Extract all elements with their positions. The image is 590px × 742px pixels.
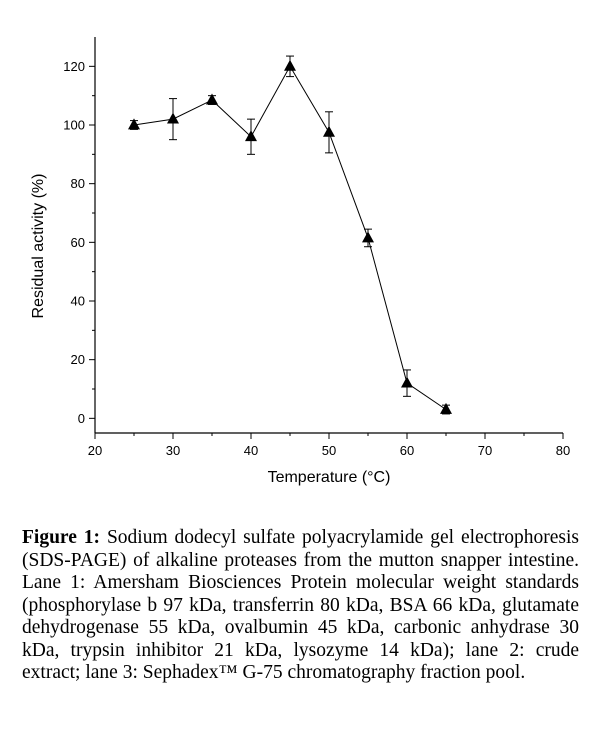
y-tick-label: 20 [71, 352, 85, 367]
y-tick-label: 80 [71, 176, 85, 191]
x-tick-label: 60 [400, 443, 414, 458]
x-tick-label: 40 [244, 443, 258, 458]
x-tick-label: 70 [478, 443, 492, 458]
data-point-triangle [284, 59, 296, 71]
x-tick-label: 20 [88, 443, 102, 458]
y-tick-label: 100 [63, 118, 85, 133]
data-point-triangle [245, 130, 257, 142]
data-point-triangle [440, 402, 452, 414]
x-tick-label: 80 [556, 443, 570, 458]
axes: 20 30 40 50 60 70 80 0 20 40 60 80 100 120 [63, 37, 570, 458]
data-point-triangle [206, 93, 218, 105]
y-tick-label: 60 [71, 235, 85, 250]
y-tick-label: 40 [71, 294, 85, 309]
y-tick-label: 0 [78, 411, 85, 426]
data-series [128, 55, 452, 415]
data-point-triangle [323, 125, 335, 137]
figure-caption: Figure 1: Sodium dodecyl sulfate polyacr… [22, 527, 579, 685]
y-tick-label: 120 [63, 59, 85, 74]
data-point-triangle [128, 118, 140, 130]
residual-activity-chart: 20 30 40 50 60 70 80 0 20 40 60 80 100 120 Temperatur… [30, 37, 570, 486]
x-tick-label: 50 [322, 443, 336, 458]
data-point-triangle [167, 112, 179, 124]
y-axis-title: Residual activity (%) [30, 174, 47, 319]
data-point-triangle [401, 376, 413, 388]
x-tick-label: 30 [166, 443, 180, 458]
data-point-triangle [362, 231, 374, 243]
x-axis-title: Temperature (°C) [268, 469, 391, 486]
series-line [133, 65, 447, 410]
caption-text: Sodium dodecyl sulfate polyacrylamide ge… [22, 527, 579, 683]
caption-label: Figure 1: [22, 527, 101, 548]
